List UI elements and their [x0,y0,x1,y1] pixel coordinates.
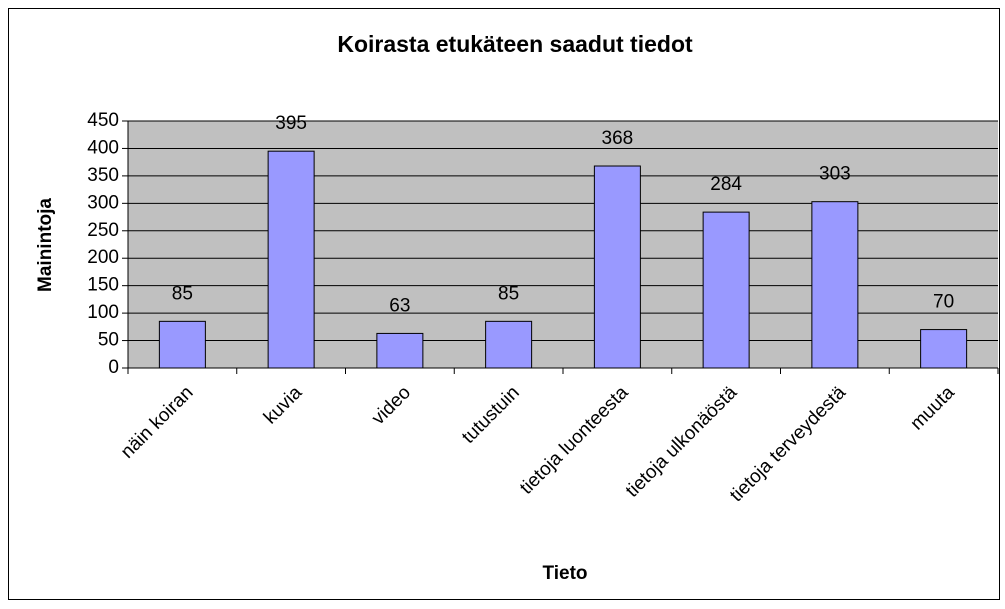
bar [485,320,533,369]
bar [702,211,750,369]
data-label: 303 [819,164,851,185]
data-label: 85 [172,283,193,304]
y-tick-label: 0 [108,357,119,378]
bar [920,329,968,369]
y-tick-label: 300 [87,192,119,213]
y-tick-label: 450 [87,110,119,131]
bar [267,150,315,369]
bar [811,201,859,369]
y-tick-label: 50 [98,330,119,351]
chart-title: Koirasta etukäteen saadut tiedot [337,31,693,57]
y-tick-label: 150 [87,275,119,296]
y-tick-label: 100 [87,302,119,323]
y-tick-label: 250 [87,220,119,241]
data-label: 395 [275,113,307,134]
y-tick-label: 400 [87,137,119,158]
y-tick-label: 350 [87,165,119,186]
bar [158,320,206,369]
data-label: 85 [498,283,519,304]
data-label: 284 [710,174,742,195]
y-tick-label: 200 [87,247,119,268]
plot-area [128,121,998,368]
data-label: 368 [602,128,634,149]
data-label: 70 [933,292,954,313]
y-axis-title: Mainintoja [35,198,56,292]
bar [593,165,641,369]
bar [376,332,424,369]
x-axis-title: Tieto [542,563,587,584]
data-label: 63 [389,295,410,316]
